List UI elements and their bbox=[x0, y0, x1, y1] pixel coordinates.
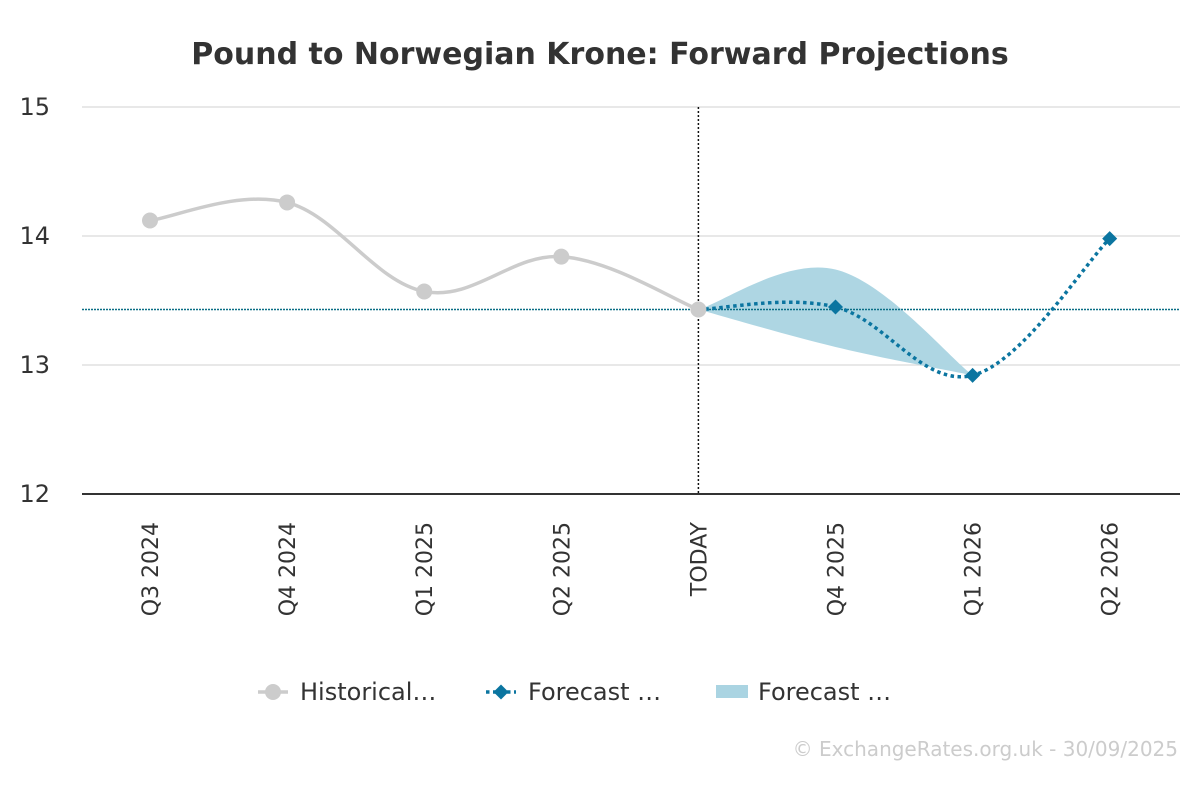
forecast-point[interactable] bbox=[1102, 231, 1118, 247]
credit-text: © ExchangeRates.org.uk - 30/09/2025 bbox=[793, 737, 1178, 761]
x-tick-label: Q4 2025 bbox=[825, 522, 850, 616]
forecast-range-band bbox=[698, 267, 973, 376]
forecast-range-area bbox=[698, 267, 973, 376]
y-tick-label: 13 bbox=[19, 351, 50, 379]
historical-point[interactable] bbox=[553, 248, 570, 265]
y-tick-label: 14 bbox=[19, 222, 50, 250]
forecast-series-line bbox=[698, 237, 1111, 379]
reference-lines bbox=[82, 107, 1180, 494]
grid-lines bbox=[82, 106, 1180, 495]
legend-label: Forecast … bbox=[758, 678, 891, 706]
historical-point[interactable] bbox=[142, 212, 158, 229]
y-axis-ticks: 12 13 14 15 bbox=[19, 93, 50, 508]
legend-item[interactable]: Forecast … bbox=[716, 678, 891, 706]
chart-title: Pound to Norwegian Krone: Forward Projec… bbox=[191, 37, 1008, 72]
forecast-point[interactable] bbox=[828, 299, 843, 315]
legend-item[interactable]: Historical… bbox=[258, 678, 436, 706]
legend[interactable]: Historical… Forecast … Forecast … bbox=[258, 678, 891, 706]
legend-label: Forecast … bbox=[528, 678, 661, 706]
forecast-point[interactable] bbox=[965, 367, 981, 383]
legend-swatch bbox=[716, 685, 748, 698]
historical-point[interactable] bbox=[279, 194, 296, 211]
data-markers bbox=[142, 194, 1118, 383]
legend-swatch-marker bbox=[265, 684, 281, 700]
historical-point[interactable] bbox=[690, 301, 707, 318]
series-lines bbox=[148, 197, 1111, 379]
x-tick-label: Q4 2024 bbox=[276, 522, 301, 616]
historical-point[interactable] bbox=[416, 283, 433, 300]
y-tick-label: 15 bbox=[19, 93, 50, 121]
x-tick-label: Q2 2025 bbox=[550, 522, 575, 616]
x-tick-label: Q2 2026 bbox=[1099, 522, 1124, 616]
legend-swatch-marker bbox=[493, 684, 509, 700]
x-tick-label: Q1 2026 bbox=[962, 522, 987, 616]
legend-item[interactable]: Forecast … bbox=[486, 678, 661, 706]
x-tick-label: Q1 2025 bbox=[413, 522, 438, 616]
legend-label: Historical… bbox=[300, 678, 436, 706]
x-axis-ticks: Q3 2024 Q4 2024 Q1 2025 Q2 2025 TODAY Q4 2025… bbox=[139, 521, 1124, 616]
y-tick-label: 12 bbox=[19, 480, 50, 508]
x-tick-label: Q3 2024 bbox=[139, 522, 164, 616]
x-tick-label: TODAY bbox=[687, 521, 712, 597]
